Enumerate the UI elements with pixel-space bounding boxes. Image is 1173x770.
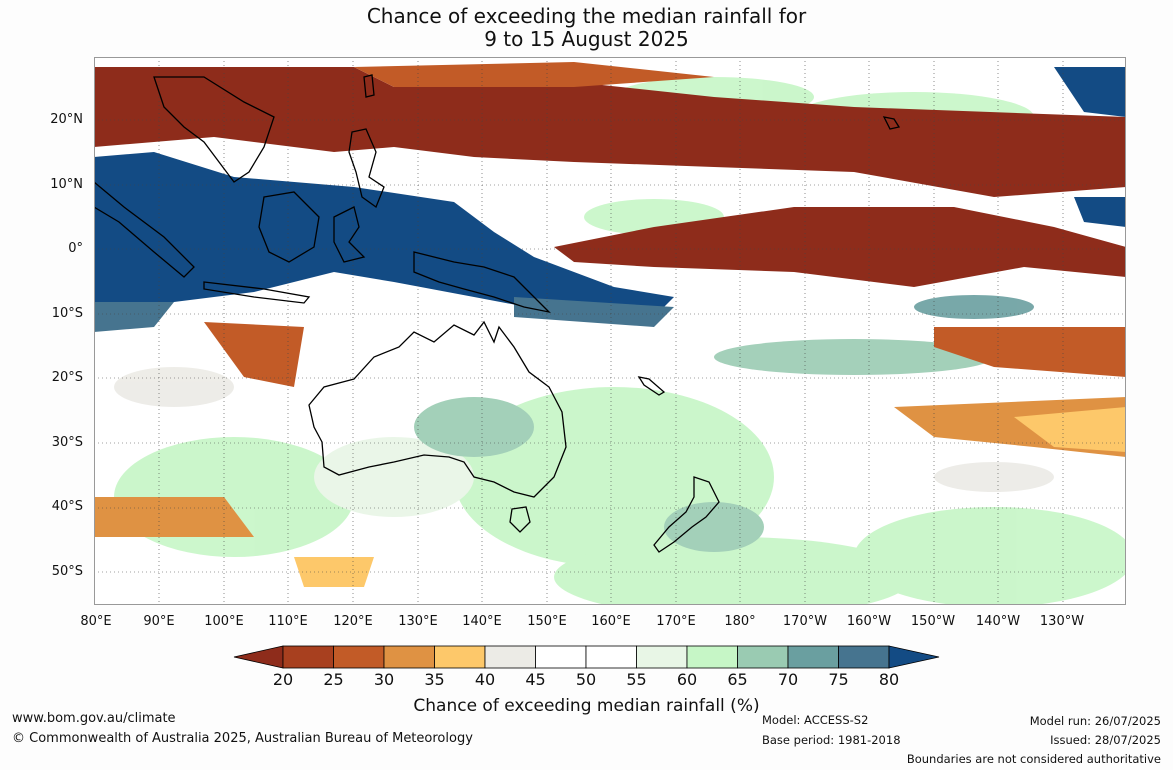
colorbar-bin	[585, 645, 637, 669]
lon-label: 80°E	[80, 614, 112, 629]
issued-date: Issued: 28/07/2025	[1050, 733, 1161, 747]
colorbar-label: 50	[575, 670, 597, 689]
colorbar-label: 75	[828, 670, 849, 689]
colorbar-bin	[484, 645, 536, 669]
new-caledonia-coast	[637, 376, 666, 396]
taiwan-coast	[363, 74, 375, 98]
rainfall-map	[94, 57, 1126, 605]
lon-label: 100°E	[204, 614, 244, 629]
colorbar-bin	[636, 645, 688, 669]
colorbar-label: 30	[373, 670, 395, 689]
graticule	[94, 57, 1126, 605]
new-guinea-coast	[413, 251, 551, 314]
colorbar-label: 65	[727, 670, 748, 689]
lat-label-30s: 30°S	[51, 435, 83, 450]
lon-label: 170°W	[782, 614, 828, 629]
colorbar-label: 40	[474, 670, 496, 689]
coastlines	[94, 74, 901, 553]
lon-label: 130°E	[398, 614, 438, 629]
lat-label-10s: 10°S	[51, 306, 83, 321]
colorbar-label: 20	[272, 670, 294, 689]
borneo-coast	[258, 191, 320, 263]
lon-label: 120°E	[333, 614, 373, 629]
lon-label: 150°E	[527, 614, 567, 629]
map-svg	[94, 57, 1126, 605]
lon-label: 110°E	[268, 614, 308, 629]
lon-label: 180°	[724, 614, 756, 629]
hawaii-coast	[882, 116, 901, 130]
lon-label: 140°E	[462, 614, 502, 629]
copyright-text: © Commonwealth of Australia 2025, Austra…	[12, 731, 473, 746]
base-period: Base period: 1981-2018	[762, 733, 901, 747]
lon-label: 160°E	[591, 614, 631, 629]
lat-label-20n: 20°N	[50, 112, 83, 127]
lon-label: 90°E	[143, 614, 175, 629]
colorbar-low-arrow	[233, 645, 284, 669]
map-title-line1: Chance of exceeding the median rainfall …	[366, 4, 807, 28]
java-coast	[203, 281, 311, 304]
colorbar-label: 45	[525, 670, 546, 689]
colorbar-title: Chance of exceeding median rainfall (%)	[413, 696, 760, 716]
colorbar-bin	[383, 645, 435, 669]
colorbar-label: 60	[676, 670, 698, 689]
lat-label-50s: 50°S	[51, 564, 83, 579]
colorbar-bin	[737, 645, 789, 669]
australia-coast	[308, 320, 567, 498]
model-run-date: Model run: 26/07/2025	[1029, 714, 1161, 728]
philippines-coast	[348, 128, 385, 209]
new-zealand-coast	[653, 476, 720, 553]
bom-url: www.bom.gov.au/climate	[12, 711, 176, 726]
lon-label: 170°E	[656, 614, 696, 629]
colorbar-bin	[686, 645, 738, 669]
colorbar-bin	[535, 645, 587, 669]
colorbar-bin	[787, 645, 839, 669]
map-title-line2: 9 to 15 August 2025	[484, 27, 689, 51]
colorbar-label: 35	[424, 670, 445, 689]
wet-regions	[94, 67, 1126, 332]
colorbar-label: 25	[323, 670, 344, 689]
boundaries-disclaimer: Boundaries are not considered authoritat…	[906, 752, 1161, 766]
lat-label-10n: 10°N	[50, 177, 83, 192]
colorbar-label: 80	[878, 670, 900, 689]
colorbar-bin	[333, 645, 385, 669]
colorbar-high-arrow	[888, 645, 940, 669]
lon-label: 150°W	[910, 614, 956, 629]
dry-regions	[94, 62, 1126, 587]
sulawesi-coast	[333, 206, 366, 263]
lon-label: 160°W	[846, 614, 892, 629]
colorbar-bin	[434, 645, 486, 669]
lat-label-40s: 40°S	[51, 499, 83, 514]
indochina-coast	[153, 76, 275, 183]
colorbar	[233, 645, 940, 669]
colorbar-boxes	[233, 645, 940, 669]
lat-label-0: 0°	[68, 241, 83, 256]
colorbar-label: 70	[777, 670, 799, 689]
tasmania-coast	[509, 506, 531, 533]
colorbar-bin	[838, 645, 890, 669]
model-name: Model: ACCESS-S2	[762, 713, 869, 727]
lon-label: 130°W	[1039, 614, 1085, 629]
lat-label-20s: 20°S	[51, 370, 83, 385]
lon-label: 140°W	[975, 614, 1021, 629]
sumatra-coast	[94, 181, 195, 278]
colorbar-label: 55	[626, 670, 647, 689]
colorbar-bin	[282, 645, 334, 669]
